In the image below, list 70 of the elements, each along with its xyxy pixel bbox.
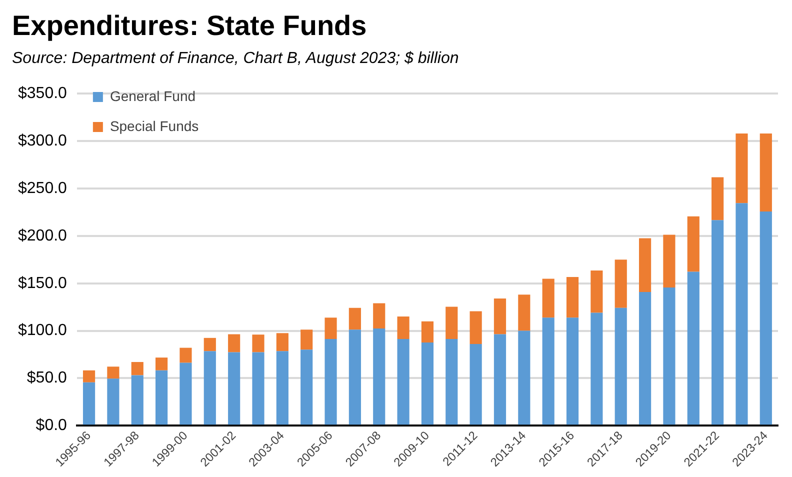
bar — [663, 234, 676, 288]
bar — [638, 238, 652, 292]
bar — [494, 298, 506, 334]
bar — [542, 318, 554, 425]
bar — [614, 260, 627, 308]
bar — [566, 277, 579, 318]
bar — [180, 362, 192, 425]
bar — [518, 330, 530, 425]
y-tick-label: $100.0 — [18, 322, 68, 340]
bar — [446, 306, 458, 340]
bar — [180, 348, 192, 363]
bar — [687, 272, 700, 425]
bar — [82, 370, 96, 382]
y-tick-label: $200.0 — [18, 227, 68, 244]
bar — [760, 211, 772, 425]
bar — [687, 216, 700, 272]
y-tick-label: $350.0 — [18, 85, 68, 102]
bar — [348, 308, 361, 330]
bar — [300, 330, 313, 350]
bar — [446, 339, 458, 425]
bar — [373, 303, 386, 329]
bar — [204, 351, 216, 425]
bar — [542, 278, 554, 318]
bar — [373, 328, 386, 425]
y-tick-label: $300.0 — [18, 132, 68, 150]
bar — [566, 318, 579, 425]
bar — [736, 134, 748, 204]
bar — [228, 334, 240, 352]
bar — [421, 321, 434, 342]
bar — [300, 350, 313, 425]
chart-subtitle: Source: Department of Finance, Chart B, August 2023; $ billion — [12, 50, 459, 68]
bar — [736, 203, 748, 425]
bar — [421, 342, 434, 425]
bar — [82, 382, 96, 425]
bar — [760, 134, 772, 212]
bar — [204, 338, 216, 352]
bar — [156, 370, 168, 425]
bar — [276, 333, 288, 352]
bar — [663, 288, 676, 425]
bar — [518, 294, 530, 331]
legend-label: Special Funds — [110, 118, 199, 134]
bar — [276, 351, 288, 425]
bar — [156, 358, 168, 370]
bar — [324, 339, 337, 425]
bar — [470, 311, 482, 344]
bar — [107, 366, 120, 379]
bar — [324, 318, 337, 340]
bar — [131, 375, 144, 425]
y-tick-label: $150.0 — [18, 274, 68, 292]
bar — [107, 378, 120, 425]
y-tick-label: $250.0 — [18, 180, 68, 197]
bar — [712, 220, 724, 425]
bar — [638, 292, 652, 425]
bar — [470, 344, 482, 425]
bar — [712, 177, 724, 220]
bar — [252, 352, 264, 425]
bar — [348, 330, 361, 425]
bar — [590, 270, 603, 313]
bar — [397, 316, 410, 340]
legend-label: General Fund — [110, 88, 196, 104]
bar — [252, 334, 264, 352]
bar — [590, 312, 603, 425]
y-tick-label: $50.0 — [26, 370, 68, 387]
chart-title: Expenditures: State Funds — [12, 10, 367, 42]
bar — [131, 362, 144, 376]
bar — [397, 339, 410, 425]
bar — [228, 352, 240, 425]
y-tick-label: $0.0 — [36, 417, 68, 434]
bar — [494, 334, 506, 425]
bar — [614, 308, 627, 425]
